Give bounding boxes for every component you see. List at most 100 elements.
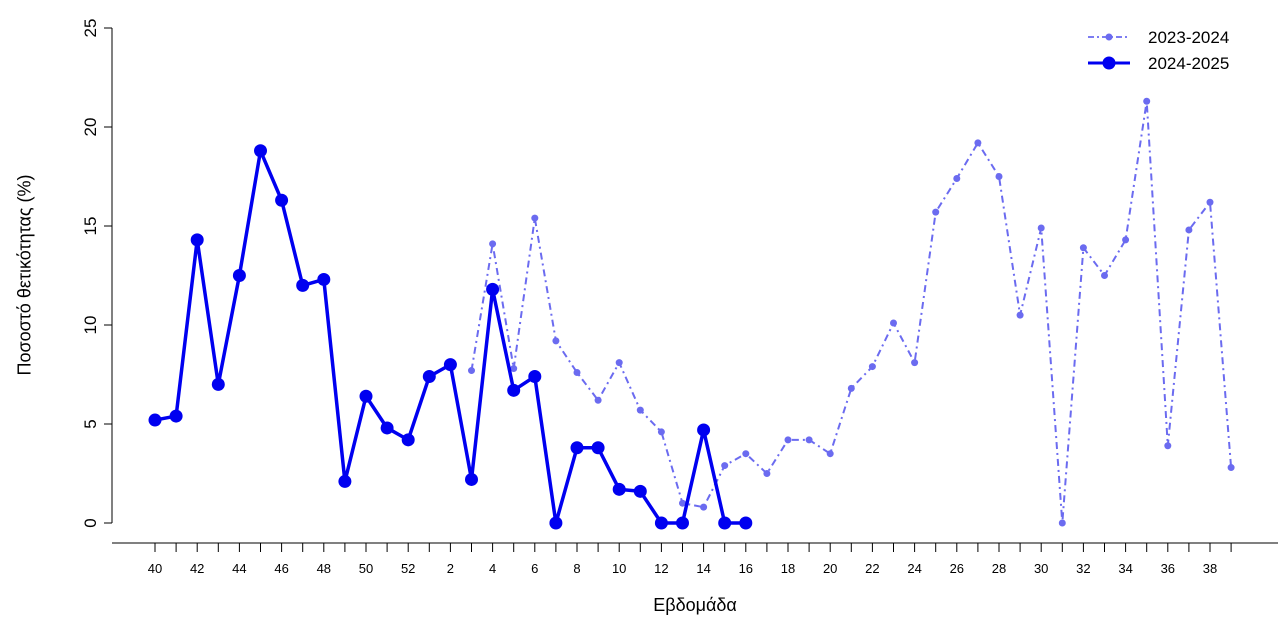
data-point-2023-2024	[636, 406, 644, 414]
x-tick-label: 46	[274, 561, 288, 576]
data-point-2023-2024	[1101, 272, 1108, 279]
data-point-2024-2025	[443, 358, 457, 372]
data-point-2023-2024	[1227, 464, 1235, 472]
y-tick-label: 25	[81, 19, 100, 38]
data-point-2024-2025	[697, 423, 711, 437]
x-tick-label: 14	[696, 561, 710, 576]
x-tick-label: 28	[992, 561, 1006, 576]
x-tick-label: 18	[781, 561, 795, 576]
data-point-2023-2024	[1037, 224, 1045, 232]
data-point-2024-2025	[148, 413, 162, 427]
data-point-2023-2024	[847, 384, 855, 392]
data-point-2023-2024	[826, 450, 834, 458]
data-point-2024-2025	[169, 409, 183, 423]
data-point-2023-2024	[679, 499, 686, 507]
x-tick-label: 36	[1161, 561, 1175, 576]
data-point-2023-2024	[1164, 442, 1172, 450]
data-point-2024-2025	[359, 389, 373, 403]
data-point-2024-2025	[654, 516, 668, 530]
data-point-2023-2024	[995, 173, 1003, 180]
x-tick-label: 22	[865, 561, 879, 576]
data-point-2023-2024	[1143, 97, 1151, 105]
series-line-2024-2025	[154, 149, 746, 525]
data-point-2023-2024	[594, 396, 602, 404]
data-point-2024-2025	[401, 433, 415, 447]
legend-marker-2023-2024	[1105, 33, 1113, 41]
data-point-2024-2025	[676, 516, 689, 530]
data-point-2023-2024	[510, 365, 518, 373]
y-tick-label: 20	[81, 118, 100, 137]
x-tick-label: 10	[612, 561, 626, 576]
data-point-2023-2024	[868, 363, 876, 371]
x-tick-label: 16	[739, 561, 753, 576]
x-tick-label: 44	[232, 561, 246, 576]
legend-label-2024-2025: 2024-2025	[1148, 54, 1229, 73]
data-point-2023-2024	[615, 359, 623, 367]
x-tick-label: 52	[401, 561, 415, 576]
x-tick-label: 40	[148, 561, 162, 576]
legend-label-2023-2024: 2023-2024	[1148, 28, 1229, 47]
data-point-2024-2025	[549, 516, 563, 530]
x-tick-label: 26	[950, 561, 964, 576]
data-point-2024-2025	[739, 516, 753, 530]
data-point-2024-2025	[528, 369, 542, 383]
data-point-2024-2025	[317, 272, 331, 286]
x-tick-label: 50	[359, 561, 373, 576]
data-point-2023-2024	[1122, 236, 1130, 244]
data-point-2023-2024	[742, 450, 750, 458]
x-tick-label: 30	[1034, 561, 1048, 576]
data-point-2024-2025	[275, 193, 289, 207]
x-tick-label: 38	[1203, 561, 1217, 576]
data-point-2024-2025	[612, 482, 626, 496]
data-point-2023-2024	[489, 240, 497, 248]
y-tick-label: 15	[81, 217, 100, 236]
x-tick-label: 34	[1118, 561, 1132, 576]
data-point-2024-2025	[465, 472, 478, 486]
data-point-2023-2024	[657, 428, 665, 436]
data-point-2024-2025	[211, 377, 225, 391]
series-line-2023-2024	[470, 100, 1233, 524]
data-point-2023-2024	[953, 174, 961, 182]
data-point-2024-2025	[570, 441, 584, 455]
y-tick-label: 5	[81, 419, 100, 428]
x-tick-label: 4	[489, 561, 496, 576]
x-tick-label: 20	[823, 561, 837, 576]
data-point-2024-2025	[380, 421, 394, 435]
data-point-2024-2025	[422, 369, 436, 383]
x-tick-label: 48	[317, 561, 331, 576]
data-point-2023-2024	[552, 337, 560, 345]
legend: 2023-2024 2024-2025	[1088, 28, 1229, 73]
data-point-2023-2024	[974, 139, 982, 147]
data-point-2023-2024	[573, 369, 581, 377]
data-point-2024-2025	[591, 441, 605, 455]
data-point-2024-2025	[633, 484, 647, 498]
data-point-2023-2024	[1185, 226, 1193, 234]
data-point-2023-2024	[1058, 519, 1066, 527]
series-layer	[148, 97, 1235, 530]
data-point-2024-2025	[486, 282, 500, 296]
y-tick-label: 0	[81, 518, 100, 527]
data-point-2023-2024	[721, 462, 729, 470]
x-axis-title: Εβδομάδα	[653, 595, 737, 615]
data-point-2023-2024	[890, 319, 897, 327]
data-point-2024-2025	[232, 269, 246, 282]
data-point-2023-2024	[763, 470, 771, 477]
data-point-2024-2025	[718, 516, 732, 530]
x-tick-label: 24	[907, 561, 921, 576]
data-point-2023-2024	[1016, 311, 1024, 319]
data-point-2024-2025	[296, 278, 310, 292]
data-point-2023-2024	[805, 436, 813, 444]
data-point-2023-2024	[468, 367, 475, 375]
x-tick-label: 8	[573, 561, 580, 576]
legend-marker-2024-2025	[1102, 56, 1116, 70]
x-tick-label: 2	[447, 561, 454, 576]
data-point-2023-2024	[911, 359, 919, 367]
x-tick-label: 42	[190, 561, 204, 576]
x-tick-label: 12	[654, 561, 668, 576]
x-tick-label: 32	[1076, 561, 1090, 576]
data-point-2023-2024	[531, 214, 539, 222]
y-axis-title: Ποσοστό θετικότητας (%)	[14, 174, 34, 375]
